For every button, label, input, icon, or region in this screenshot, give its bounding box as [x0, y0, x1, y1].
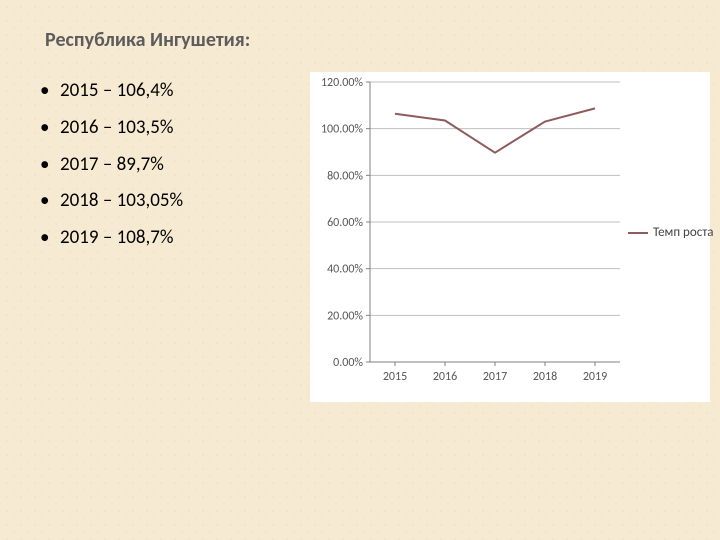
- chart-legend: Темп роста: [628, 225, 714, 240]
- svg-text:120.00%: 120.00%: [321, 76, 363, 90]
- data-bullet-list: 2015 – 106,4% 2016 – 103,5% 2017 – 89,7%…: [40, 80, 183, 264]
- svg-text:2016: 2016: [433, 370, 457, 384]
- svg-text:100.00%: 100.00%: [321, 123, 363, 137]
- svg-text:2018: 2018: [533, 370, 557, 384]
- svg-text:80.00%: 80.00%: [327, 169, 363, 183]
- svg-text:60.00%: 60.00%: [327, 216, 363, 230]
- list-item: 2019 – 108,7%: [40, 227, 183, 250]
- svg-text:2019: 2019: [583, 370, 607, 384]
- legend-label: Темп роста: [653, 225, 714, 240]
- list-item: 2016 – 103,5%: [40, 117, 183, 140]
- list-item: 2017 – 89,7%: [40, 154, 183, 177]
- list-item: 2018 – 103,05%: [40, 190, 183, 213]
- list-item: 2015 – 106,4%: [40, 80, 183, 103]
- legend-swatch: [628, 232, 648, 234]
- page-title: Республика Ингушетия:: [45, 28, 250, 52]
- svg-text:2017: 2017: [483, 370, 507, 384]
- svg-text:2015: 2015: [383, 370, 407, 384]
- svg-text:20.00%: 20.00%: [327, 309, 363, 323]
- svg-text:40.00%: 40.00%: [327, 263, 363, 277]
- svg-text:0.00%: 0.00%: [333, 356, 363, 370]
